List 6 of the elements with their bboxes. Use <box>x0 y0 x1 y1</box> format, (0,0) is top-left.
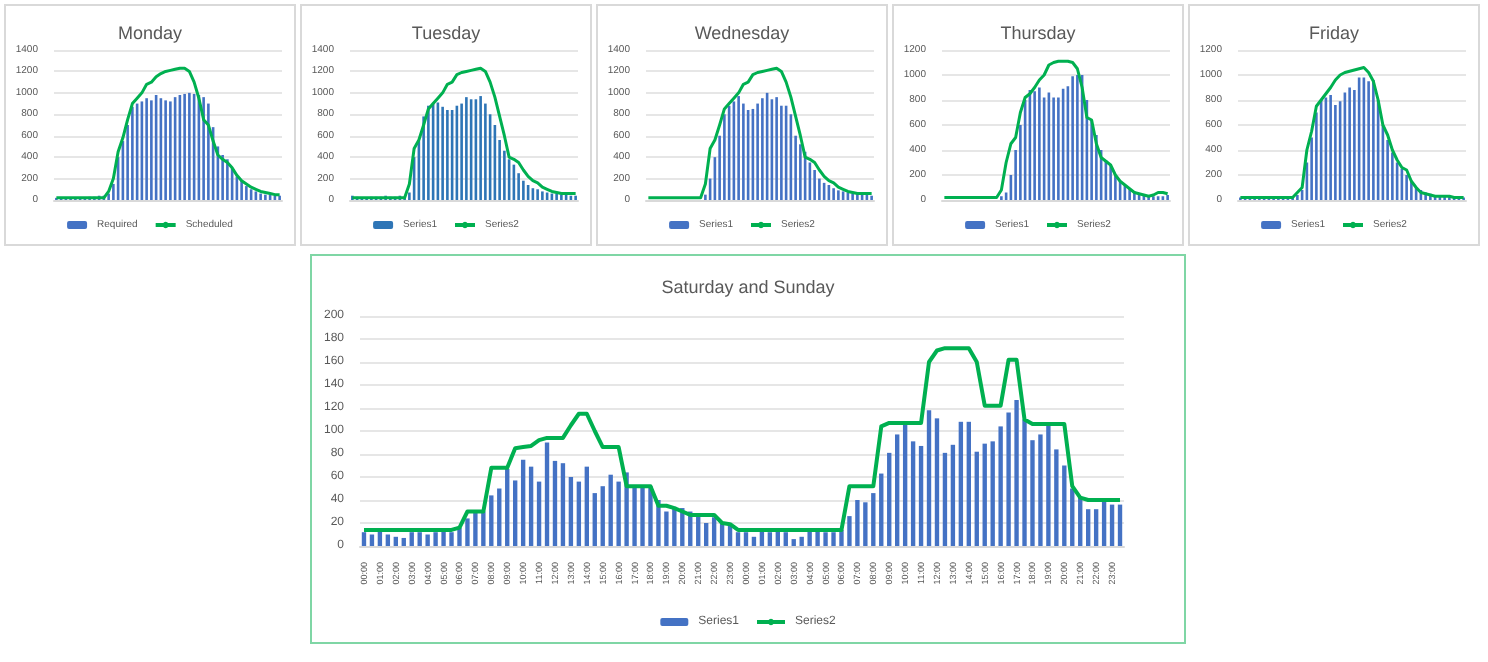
chart-title: Tuesday <box>411 23 482 43</box>
chart-title: Friday <box>1308 23 1360 43</box>
chart-title: Monday <box>117 23 184 43</box>
chart-title: Wednesday <box>694 23 791 43</box>
chart-title: Thursday <box>1000 23 1077 43</box>
chart-title: Saturday and Sunday <box>661 277 836 297</box>
